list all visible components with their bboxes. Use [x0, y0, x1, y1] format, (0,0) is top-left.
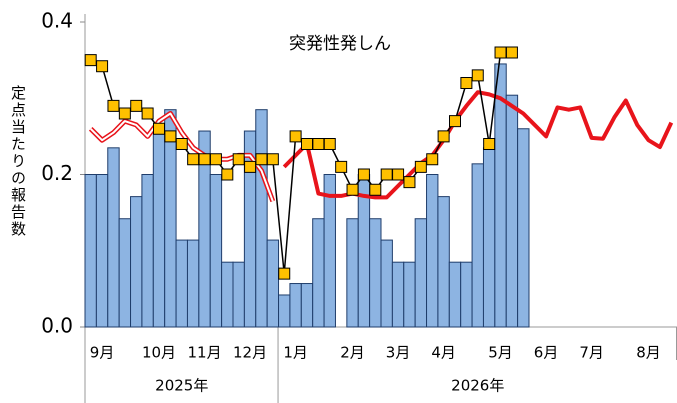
x-tick-label: 10月: [142, 344, 176, 362]
bar: [300, 283, 314, 328]
bar: [369, 218, 382, 328]
y-tick-label: 0.2: [41, 161, 73, 185]
bar: [437, 196, 450, 328]
bar: [403, 261, 416, 328]
bar: [426, 174, 439, 328]
bar: [517, 128, 530, 328]
x-tick-label: 7月: [579, 344, 604, 362]
marker: [278, 267, 291, 280]
bar: [266, 239, 280, 328]
marker: [198, 153, 211, 166]
y-axis-label: 定点当たりの報告数: [9, 85, 27, 238]
marker: [221, 168, 234, 181]
x-tick-label: 6月: [534, 344, 559, 362]
bar: [130, 196, 143, 328]
marker: [414, 160, 427, 173]
bar: [460, 261, 473, 328]
x-tick-label: 1月: [283, 344, 308, 362]
bar: [482, 147, 496, 328]
marker: [494, 46, 507, 59]
bar: [278, 294, 291, 328]
marker: [84, 54, 97, 67]
bar: [391, 261, 405, 328]
x-tick-label: 3月: [386, 344, 411, 362]
marker: [232, 153, 245, 166]
bar: [175, 239, 188, 328]
x-tick-label: 9月: [90, 344, 115, 362]
bar: [164, 109, 177, 328]
bar: [141, 174, 154, 328]
marker: [266, 153, 279, 166]
marker: [357, 168, 370, 181]
bar: [118, 218, 132, 328]
x-tick-label: 8月: [636, 344, 661, 362]
marker: [312, 138, 325, 150]
marker: [471, 69, 484, 82]
x-tick-label: 12月: [233, 344, 267, 362]
marker: [426, 153, 439, 166]
bar: [186, 239, 200, 328]
marker: [209, 153, 222, 166]
marker: [346, 183, 359, 196]
marker: [164, 130, 177, 143]
marker: [437, 130, 450, 143]
x-group-label: 2025年: [155, 377, 208, 395]
bar: [312, 218, 325, 328]
bar: [494, 63, 507, 328]
marker: [323, 138, 336, 150]
bar: [152, 130, 166, 328]
marker: [505, 46, 518, 59]
marker: [255, 153, 268, 166]
marker: [380, 168, 393, 181]
marker: [392, 168, 405, 181]
marker: [244, 160, 257, 173]
marker: [130, 99, 143, 112]
bar: [255, 109, 268, 328]
bar: [232, 261, 245, 328]
marker: [483, 138, 496, 150]
marker: [289, 130, 302, 143]
marker: [153, 122, 165, 135]
marker: [369, 183, 382, 196]
x-tick-label: 5月: [488, 344, 513, 362]
bar: [323, 174, 336, 328]
bar: [221, 261, 234, 328]
marker: [107, 99, 120, 112]
marker: [118, 107, 131, 120]
bar: [346, 218, 359, 328]
bar: [289, 283, 302, 328]
marker: [175, 138, 188, 150]
y-tick-label: 0.4: [41, 9, 73, 33]
y-tick-label: 0.0: [41, 314, 73, 338]
bar: [209, 174, 223, 328]
x-tick-label: 2月: [340, 344, 365, 362]
marker: [460, 77, 473, 89]
bar: [505, 94, 519, 328]
x-tick-label: 11月: [187, 344, 221, 362]
marker: [403, 176, 416, 189]
marker: [301, 138, 313, 150]
x-tick-label: 4月: [431, 344, 456, 362]
bar: [448, 261, 462, 328]
bar: [471, 163, 484, 328]
marker: [335, 160, 348, 173]
bar: [84, 174, 97, 328]
bar: [107, 147, 120, 328]
marker: [187, 153, 200, 166]
marker: [96, 60, 109, 73]
x-group-label: 2026年: [451, 377, 504, 395]
marker: [449, 115, 461, 128]
bar: [95, 174, 109, 328]
bar: [414, 218, 428, 328]
bar: [380, 239, 393, 328]
marker: [141, 107, 154, 120]
chart-title: 突発性発しん: [289, 34, 391, 54]
